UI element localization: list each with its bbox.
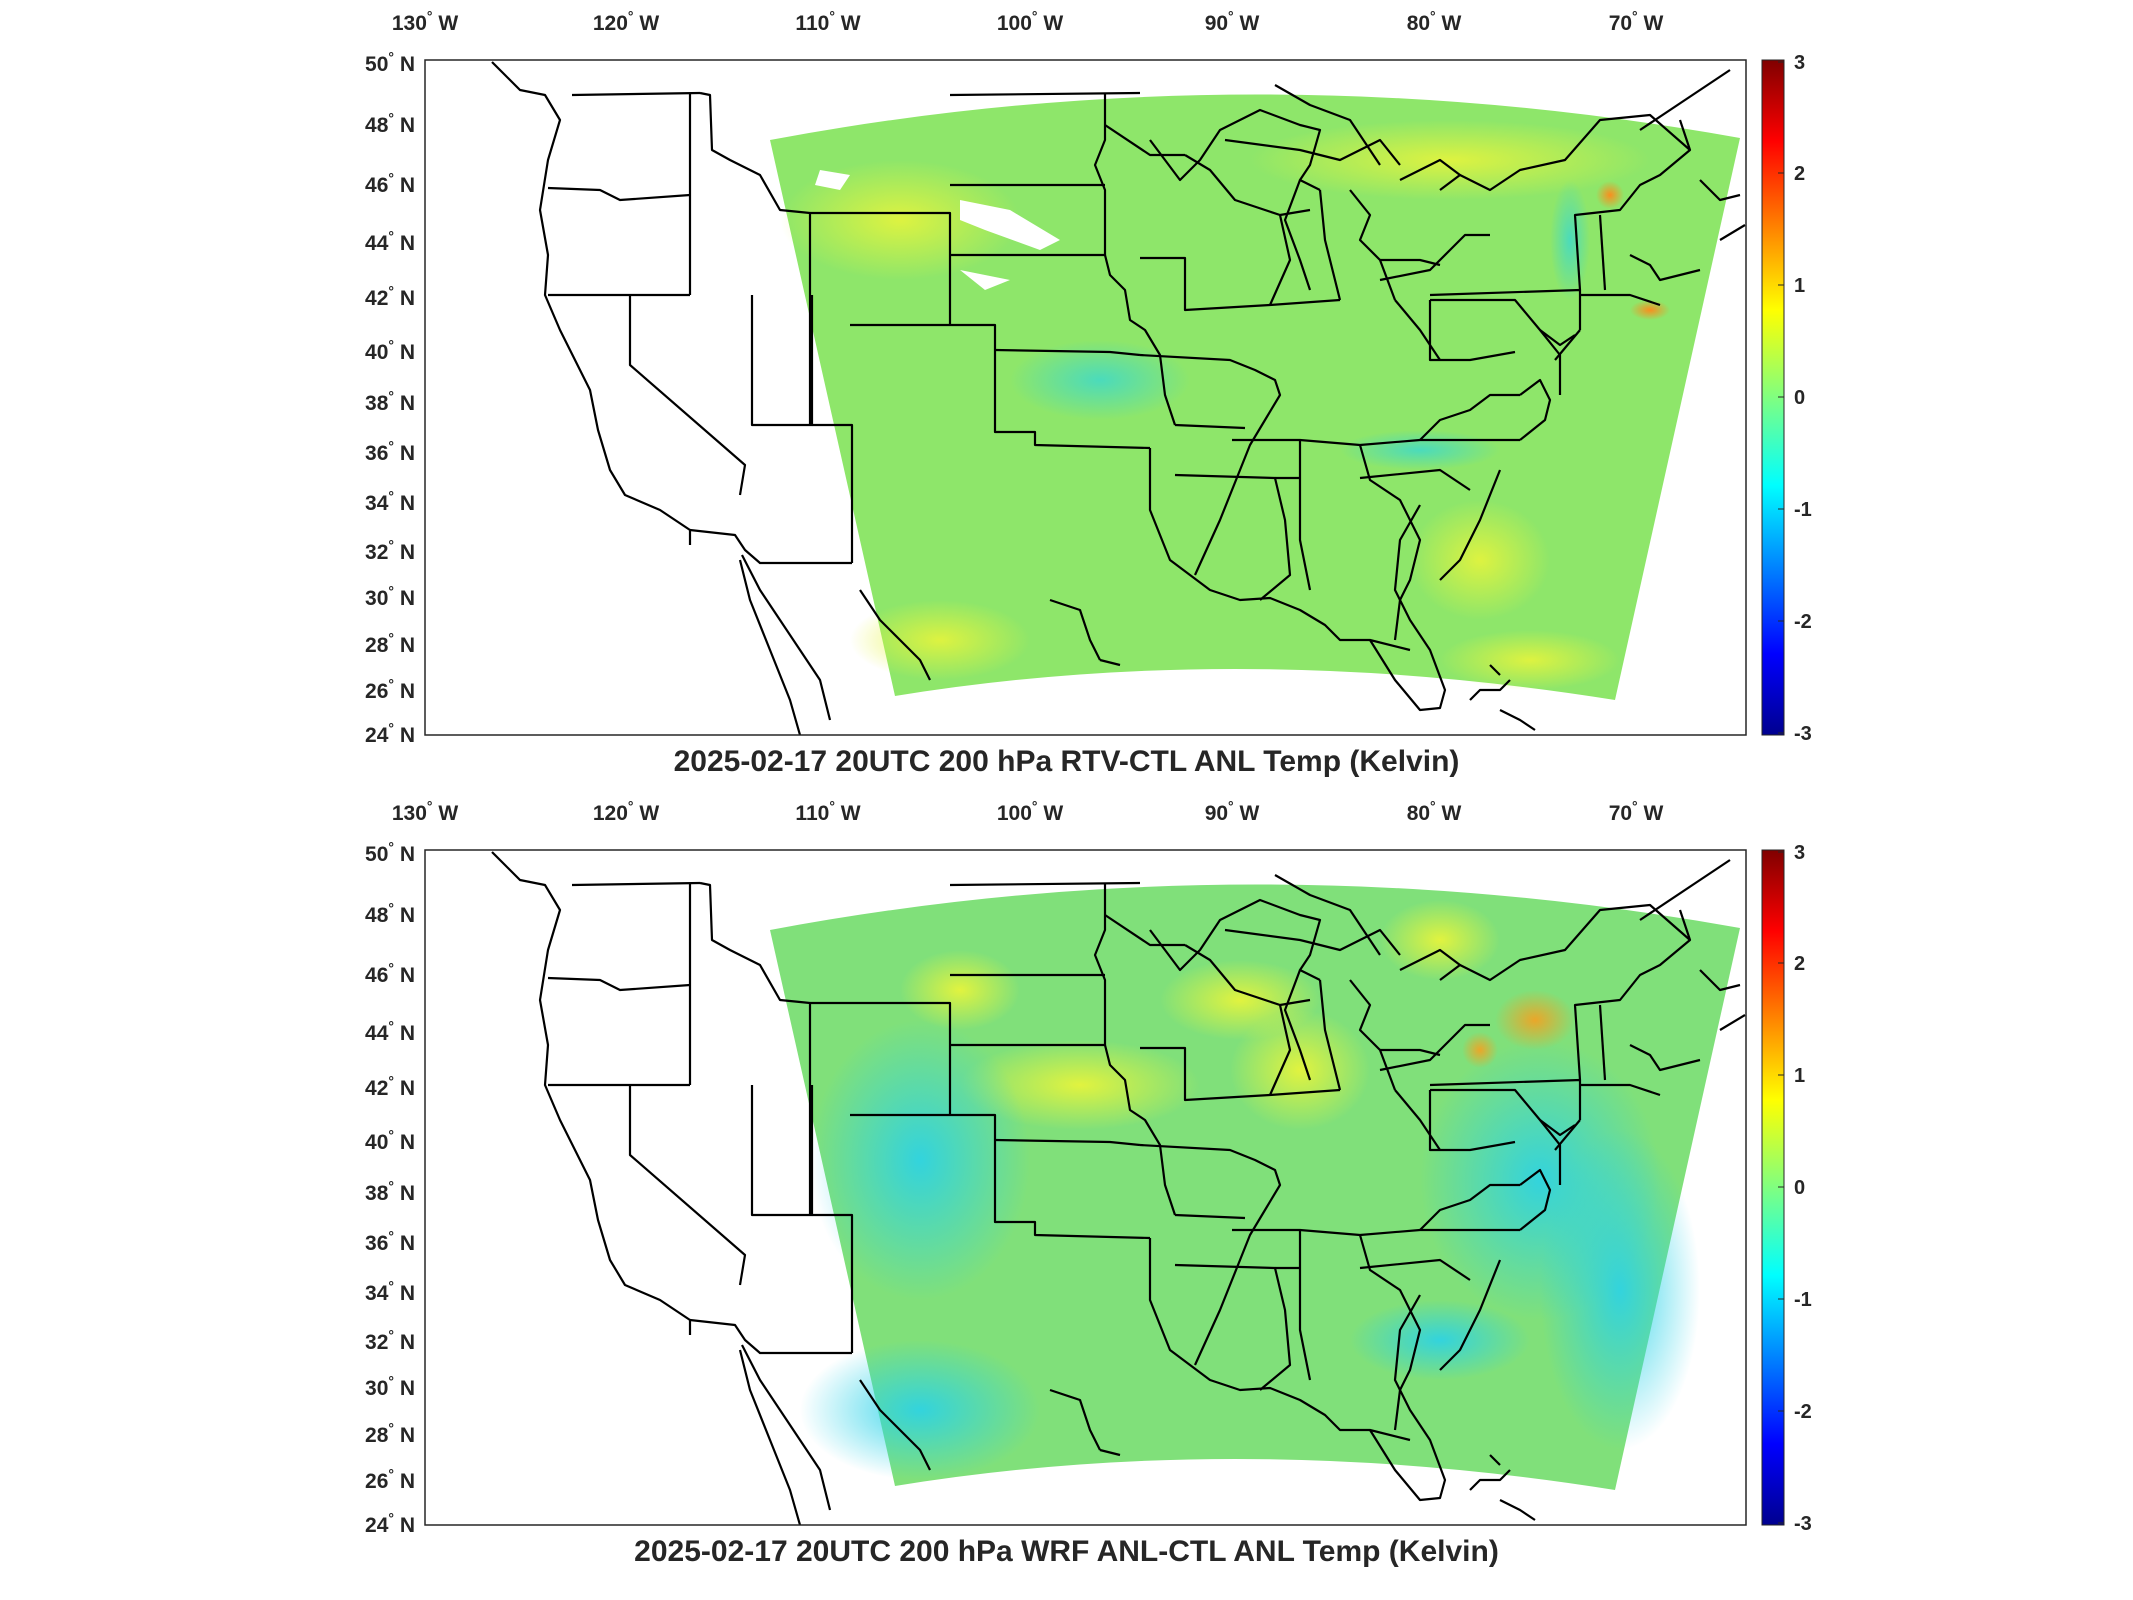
colorbar-tick-label: -2 xyxy=(1794,1401,1812,1423)
lat-tick-label: 50° N xyxy=(365,49,415,76)
colorbar-tick-label: 0 xyxy=(1794,387,1805,409)
colorbar-tick-label: 1 xyxy=(1794,275,1805,297)
lat-tick-label: 38° N xyxy=(365,388,415,415)
lat-tick-label: 26° N xyxy=(365,676,415,703)
lat-tick-label: 26° N xyxy=(365,1466,415,1493)
colorbar-tick-labels: 3 2 1 0 -1 -2 -3 xyxy=(1778,842,1812,1535)
lat-tick-label: 32° N xyxy=(365,1327,415,1354)
lon-tick-label: 90° W xyxy=(1205,8,1260,35)
lat-tick-label: 34° N xyxy=(365,1278,415,1305)
map-title: 2025-02-17 20UTC 200 hPa RTV-CTL ANL Tem… xyxy=(673,745,1460,778)
lat-tick-label: 50° N xyxy=(365,839,415,866)
lat-tick-label: 30° N xyxy=(365,583,415,610)
lat-tick-label: 48° N xyxy=(365,900,415,927)
lat-tick-label: 36° N xyxy=(365,1228,415,1255)
lon-tick-labels: 130° W 120° W 110° W 100° W 90° W 80° W 70° W xyxy=(392,798,1664,825)
lat-tick-label: 46° N xyxy=(365,960,415,987)
map-figure: 130° W 120° W 110° W 100° W 90° W 80° W 70° W … xyxy=(365,798,1812,1537)
lon-tick-label: 90° W xyxy=(1205,798,1260,825)
lat-tick-label: 34° N xyxy=(365,488,415,515)
lat-tick-labels: 50° N 48° N 46° N 44° N 42° N 40° N 38° N 36° N… xyxy=(365,839,415,1537)
lon-tick-label: 100° W xyxy=(997,798,1063,825)
lat-tick-label: 44° N xyxy=(365,1018,415,1045)
lon-tick-label: 70° W xyxy=(1609,798,1664,825)
lat-tick-label: 46° N xyxy=(365,170,415,197)
colorbar-tick-label: 2 xyxy=(1794,953,1805,975)
lat-tick-label: 40° N xyxy=(365,1127,415,1154)
map-title: 2025-02-17 20UTC 200 hPa WRF ANL-CTL ANL… xyxy=(634,1535,1499,1568)
colorbar-tick-label: -1 xyxy=(1794,499,1812,521)
lon-tick-label: 130° W xyxy=(392,8,458,35)
lon-tick-label: 120° W xyxy=(593,798,659,825)
colorbar-tick-label: -3 xyxy=(1794,1513,1812,1535)
lat-tick-label: 28° N xyxy=(365,630,415,657)
map-figure: 130° W 120° W 110° W 100° W 90° W 80° W 70° W … xyxy=(365,8,1812,747)
map-frame xyxy=(424,59,1747,736)
map-panel-bottom: 130° W 120° W 110° W 100° W 90° W 80° W 70° W … xyxy=(0,790,2133,1600)
colorbar-tick-label: 0 xyxy=(1794,1177,1805,1199)
lat-tick-label: 42° N xyxy=(365,283,415,310)
colorbar-tick-label: 3 xyxy=(1794,52,1805,74)
state-borders xyxy=(491,851,1746,1525)
lat-tick-label: 36° N xyxy=(365,438,415,465)
lon-tick-label: 130° W xyxy=(392,798,458,825)
analysis-field xyxy=(770,884,1740,1490)
analysis-field xyxy=(770,94,1740,700)
lon-tick-label: 110° W xyxy=(795,8,860,35)
lat-tick-labels: 50° N 48° N 46° N 44° N 42° N 40° N 38° N 36° N… xyxy=(365,49,415,747)
lat-tick-label: 48° N xyxy=(365,110,415,137)
missing-data-patch xyxy=(960,200,1060,250)
lat-tick-label: 40° N xyxy=(365,337,415,364)
map-panel-top: 130° W 120° W 110° W 100° W 90° W 80° W 70° W … xyxy=(0,0,2133,790)
lat-tick-label: 24° N xyxy=(365,1510,415,1537)
lat-tick-label: 30° N xyxy=(365,1373,415,1400)
lat-tick-label: 42° N xyxy=(365,1073,415,1100)
lon-tick-label: 120° W xyxy=(593,8,659,35)
colorbar-tick-label: 3 xyxy=(1794,842,1805,864)
map-frame xyxy=(424,849,1747,1526)
lon-tick-labels: 130° W 120° W 110° W 100° W 90° W 80° W 70° W xyxy=(392,8,1664,35)
lon-tick-label: 110° W xyxy=(795,798,860,825)
lat-tick-label: 28° N xyxy=(365,1420,415,1447)
colorbar-tick-labels: 3 2 1 0 -1 -2 -3 xyxy=(1778,52,1812,745)
lon-tick-label: 70° W xyxy=(1609,8,1664,35)
colorbar-tick-label: -1 xyxy=(1794,1289,1812,1311)
lat-tick-label: 38° N xyxy=(365,1178,415,1205)
lon-tick-label: 80° W xyxy=(1407,798,1462,825)
lon-tick-label: 80° W xyxy=(1407,8,1462,35)
lat-tick-label: 32° N xyxy=(365,537,415,564)
colorbar-tick-label: -2 xyxy=(1794,611,1812,633)
lat-tick-label: 44° N xyxy=(365,228,415,255)
colorbar-tick-label: -3 xyxy=(1794,723,1812,745)
lat-tick-label: 24° N xyxy=(365,720,415,747)
lon-tick-label: 100° W xyxy=(997,8,1063,35)
state-borders xyxy=(491,61,1746,735)
colorbar-tick-label: 2 xyxy=(1794,163,1805,185)
colorbar-tick-label: 1 xyxy=(1794,1065,1805,1087)
